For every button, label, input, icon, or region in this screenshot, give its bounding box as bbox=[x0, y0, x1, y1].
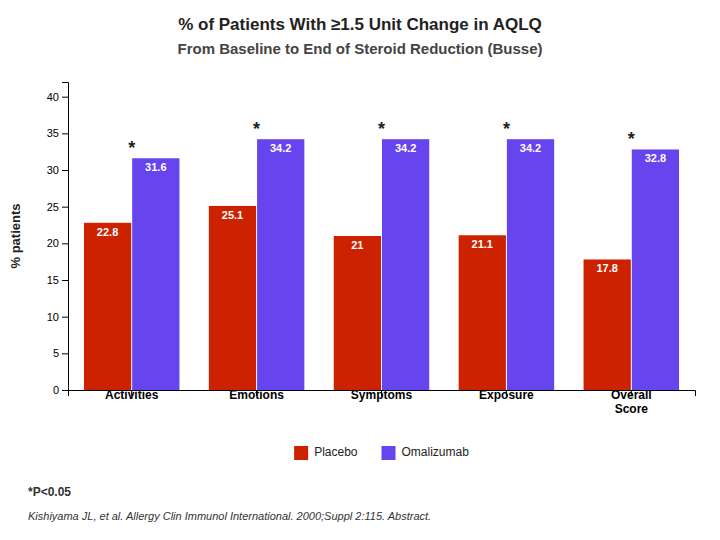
tick-mark bbox=[62, 280, 68, 281]
legend-swatch bbox=[382, 446, 396, 460]
legend: Placebo Omalizumab bbox=[294, 445, 469, 460]
data-label: 25.1 bbox=[222, 209, 243, 221]
bars bbox=[84, 139, 679, 390]
tick-label: 5 bbox=[53, 347, 59, 359]
data-label: 22.8 bbox=[97, 226, 118, 238]
x-tick: Exposure bbox=[479, 388, 534, 402]
y-tick: 25 bbox=[47, 201, 68, 213]
axis-line bbox=[62, 83, 69, 391]
chart: % of Patients With ≥1.5 Unit Change in A… bbox=[0, 0, 720, 540]
footnote: *P<0.05 bbox=[28, 485, 71, 499]
bar bbox=[584, 259, 631, 390]
tick-label: 20 bbox=[47, 237, 59, 249]
x-tick: OverallScore bbox=[611, 388, 652, 416]
data-label: 21 bbox=[351, 239, 363, 251]
legend-swatch bbox=[294, 446, 308, 460]
bar bbox=[334, 236, 381, 390]
bar bbox=[257, 139, 304, 390]
tick-label: 40 bbox=[47, 91, 59, 103]
tick-label: Emotions bbox=[229, 388, 284, 402]
bar bbox=[382, 139, 429, 390]
tick-label: 25 bbox=[47, 201, 59, 213]
title: % of Patients With ≥1.5 Unit Change in A… bbox=[178, 15, 542, 34]
y-tick: 10 bbox=[47, 311, 68, 323]
labels: 22.8 25.1 21 21.1 17.8 31.6 34.2 34.2 34.2 32.8 * *… bbox=[97, 119, 666, 274]
tick-label: OverallScore bbox=[611, 388, 652, 416]
legend-item: Omalizumab bbox=[382, 445, 470, 460]
y-tick: 40 bbox=[47, 91, 68, 103]
tick-label: 30 bbox=[47, 164, 59, 176]
tick-label: Symptoms bbox=[351, 388, 413, 402]
data-label: 31.6 bbox=[145, 161, 166, 173]
tick-label: Activities bbox=[105, 388, 159, 402]
data-label: 21.1 bbox=[472, 238, 493, 250]
x-tick: Symptoms bbox=[351, 388, 413, 402]
plot: 0 5 10 15 20 25 30 35 40 Activities Emotions Sympto… bbox=[47, 83, 696, 416]
footnote: Kishiyama JL, et al. Allergy Clin Immuno… bbox=[28, 510, 431, 522]
data-label: 34.2 bbox=[270, 142, 291, 154]
bar bbox=[209, 206, 256, 390]
subtitle: From Baseline to End of Steroid Reductio… bbox=[177, 40, 542, 57]
tick-mark bbox=[62, 317, 68, 318]
annotation: * bbox=[378, 119, 385, 139]
tick-label-line: Overall bbox=[611, 388, 652, 402]
y-tick: 30 bbox=[47, 164, 68, 176]
legend-label: Placebo bbox=[314, 445, 358, 459]
y-tick: 0 bbox=[53, 384, 68, 396]
tick-label-line: Score bbox=[615, 402, 649, 416]
y-tick: 5 bbox=[53, 347, 68, 359]
annotation: * bbox=[128, 138, 135, 158]
bar bbox=[459, 235, 506, 390]
annotation: * bbox=[253, 119, 260, 139]
y-tick: 20 bbox=[47, 237, 68, 249]
tick-mark bbox=[62, 390, 68, 391]
legend-label: Omalizumab bbox=[402, 445, 470, 459]
y-axis-title: % patients bbox=[8, 203, 23, 268]
tick-label: 15 bbox=[47, 274, 59, 286]
bar bbox=[507, 139, 554, 390]
bar bbox=[632, 149, 679, 390]
x-tick: Activities bbox=[105, 388, 159, 402]
x-tick: Emotions bbox=[229, 388, 284, 402]
tick-mark bbox=[62, 97, 68, 98]
data-label: 34.2 bbox=[395, 142, 416, 154]
bar bbox=[132, 158, 179, 390]
tick-label: 35 bbox=[47, 127, 59, 139]
tick-label-line: Emotions bbox=[229, 388, 284, 402]
tick-mark bbox=[62, 243, 68, 244]
y-tick: 15 bbox=[47, 274, 68, 286]
bar-series bbox=[132, 139, 679, 390]
data-label: 32.8 bbox=[645, 152, 666, 164]
tick-mark bbox=[62, 170, 68, 171]
data-label: 34.2 bbox=[520, 142, 541, 154]
tick-label: 0 bbox=[53, 384, 59, 396]
legend-item: Placebo bbox=[294, 445, 358, 460]
tick-mark bbox=[62, 353, 68, 354]
tick-mark bbox=[62, 133, 68, 134]
annotation: * bbox=[503, 119, 510, 139]
bar bbox=[84, 223, 131, 390]
tick-mark bbox=[62, 207, 68, 208]
annotation: * bbox=[628, 129, 635, 149]
data-label: 17.8 bbox=[596, 262, 617, 274]
tick-label-line: Symptoms bbox=[351, 388, 413, 402]
tick-label: 10 bbox=[47, 311, 59, 323]
x-axis: Activities Emotions Symptoms Exposure Overal… bbox=[69, 388, 696, 416]
tick-label: Exposure bbox=[479, 388, 534, 402]
tick-label-line: Activities bbox=[105, 388, 159, 402]
y-axis: 0 5 10 15 20 25 30 35 40 bbox=[47, 83, 69, 397]
y-tick: 35 bbox=[47, 127, 68, 139]
tick-label-line: Exposure bbox=[479, 388, 534, 402]
